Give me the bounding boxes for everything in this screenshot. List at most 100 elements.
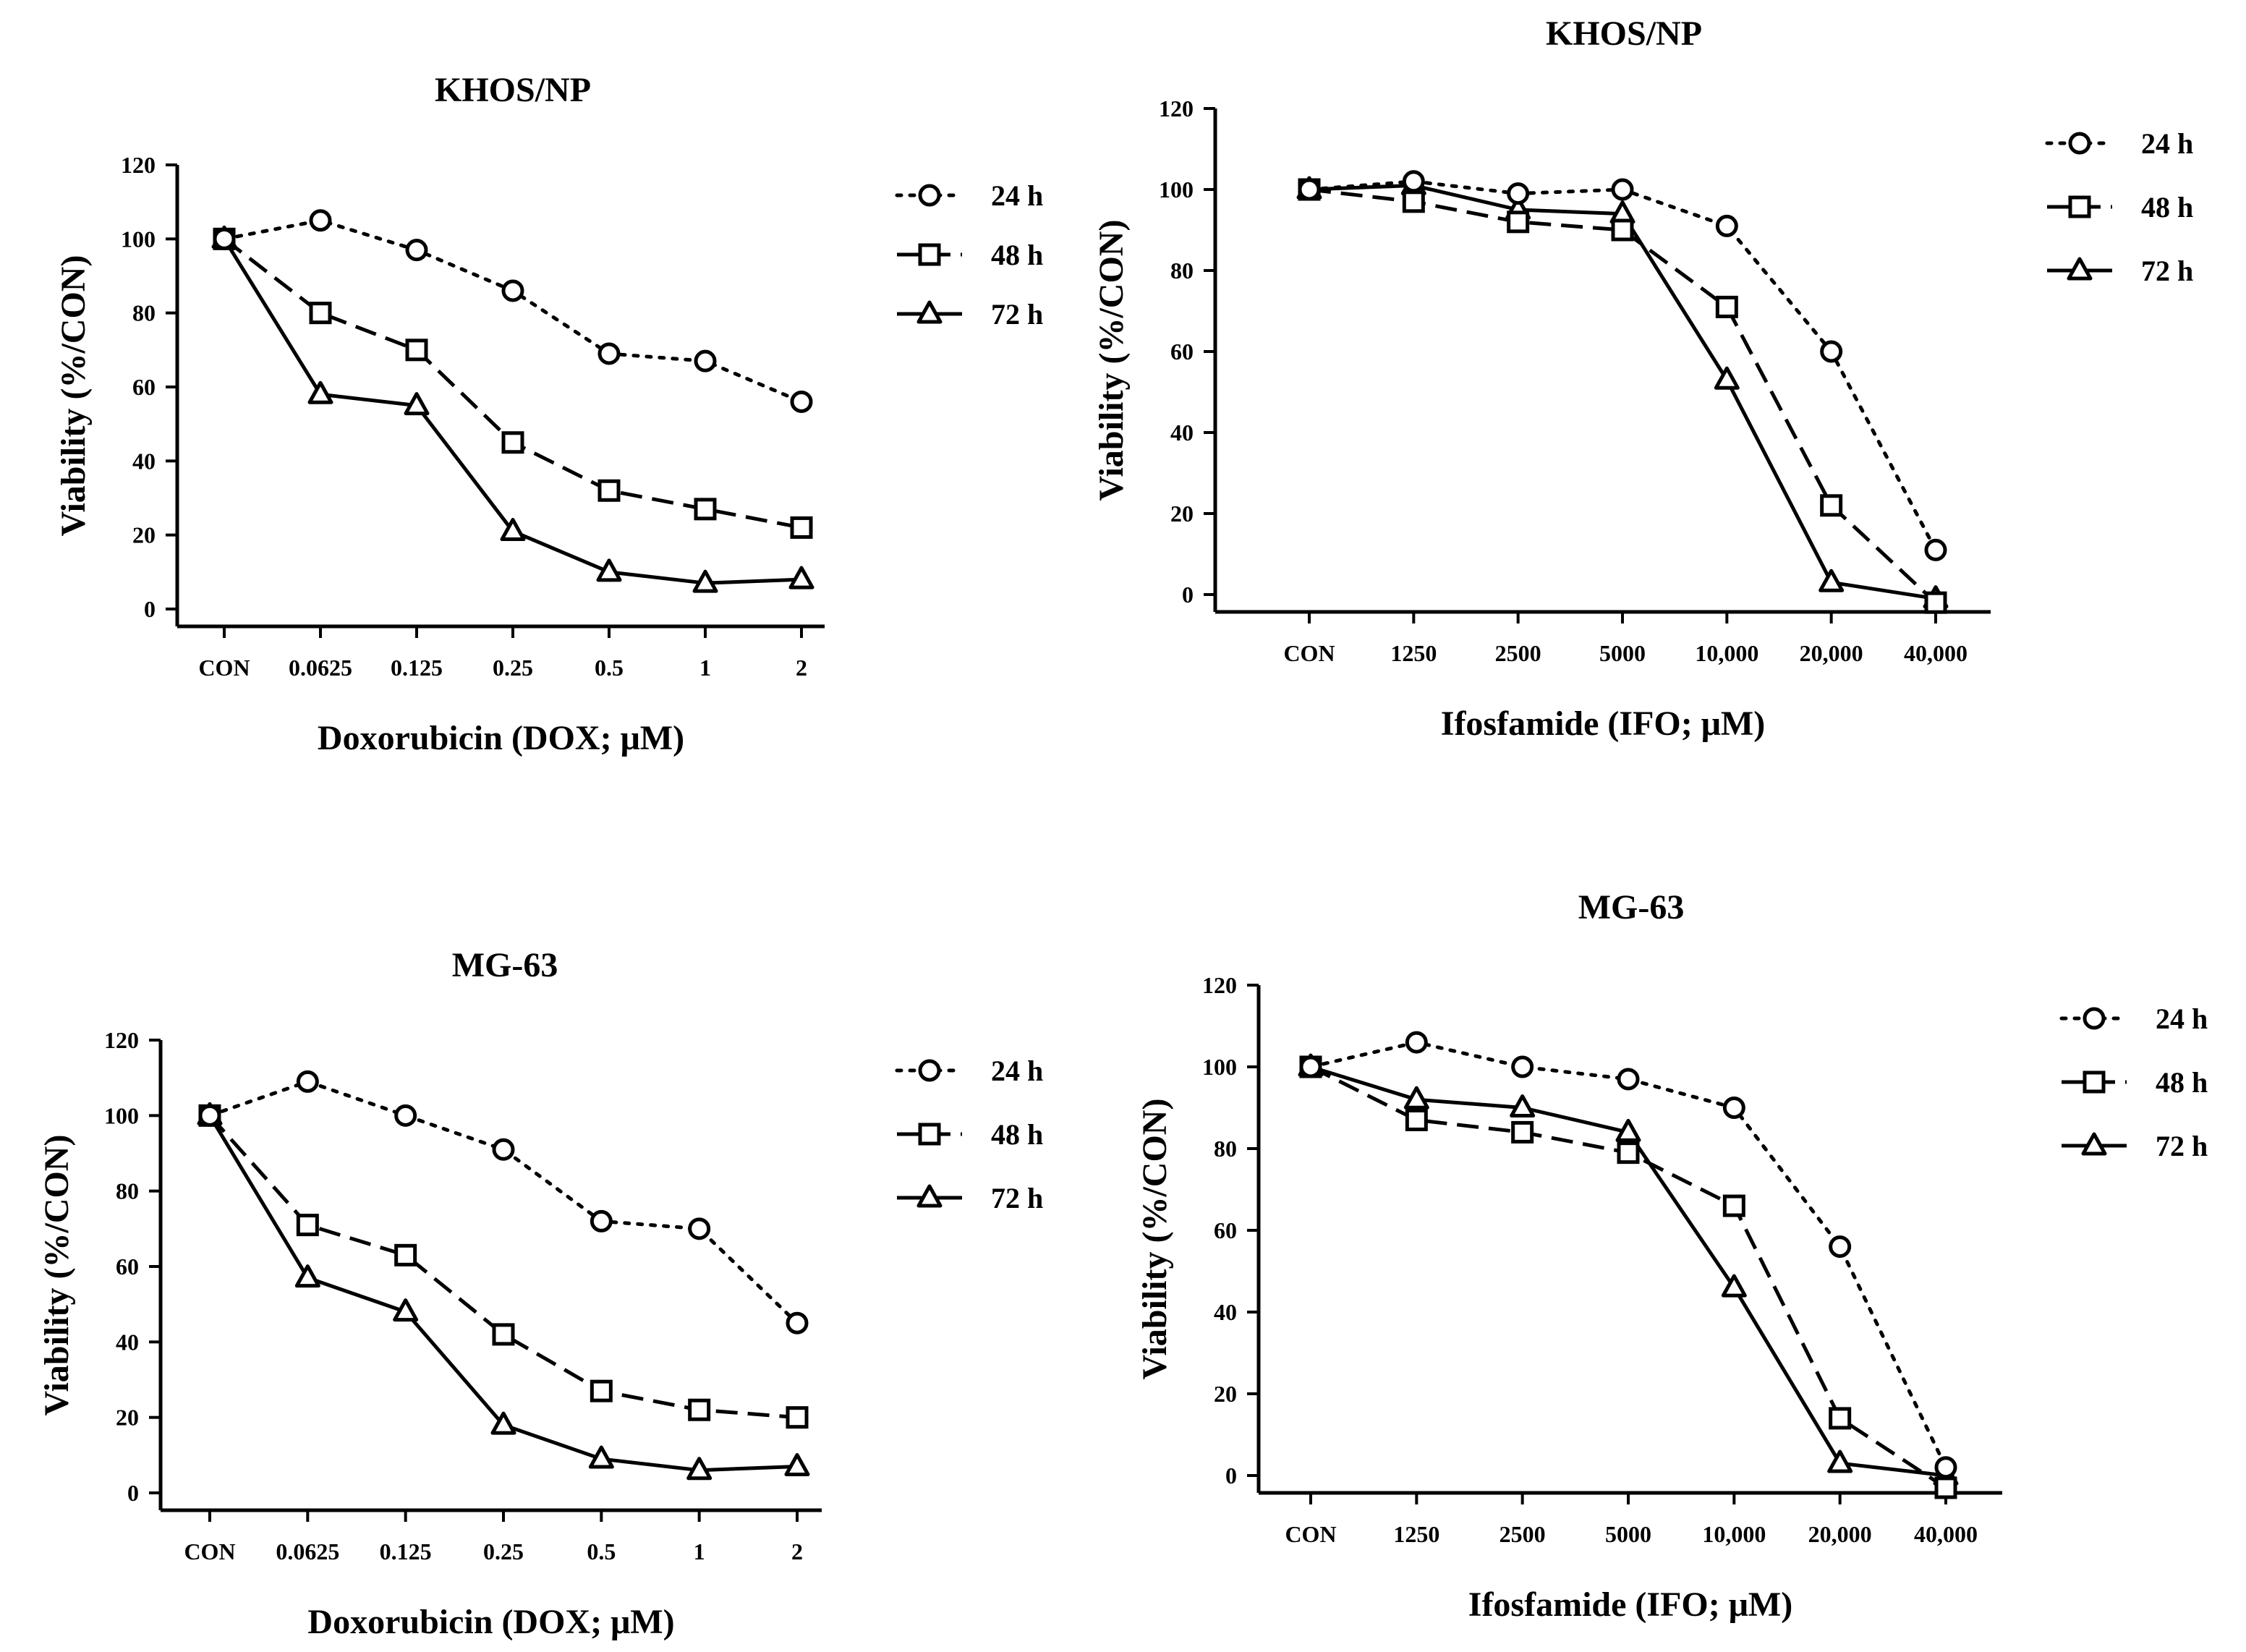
data-point	[1611, 218, 1634, 242]
data-point	[394, 1104, 417, 1127]
data-point	[1405, 1108, 1428, 1131]
data-point	[788, 566, 814, 589]
x-tick-label: 2	[791, 1538, 803, 1564]
x-axis-label: Ifosfamide (IFO; μM)	[1468, 1585, 1792, 1624]
x-tick-label: 40,000	[1914, 1521, 1978, 1547]
x-tick-label: 2500	[1500, 1521, 1546, 1547]
data-point	[405, 239, 428, 262]
y-tick-label: 0	[144, 596, 156, 622]
series-line	[1309, 187, 1937, 605]
y-tick-label: 20	[132, 522, 156, 548]
y-tick-label: 40	[1214, 1299, 1237, 1325]
y-axis-label: Viability (%/CON)	[54, 255, 93, 537]
y-tick-label: 80	[116, 1178, 139, 1204]
x-tick-label: 5000	[1605, 1521, 1651, 1547]
data-point	[1934, 1456, 1957, 1479]
y-tick-label: 120	[1202, 972, 1237, 998]
data-point	[296, 1214, 319, 1237]
data-point	[1820, 340, 1843, 363]
legend-marker	[2083, 1070, 2106, 1094]
data-point	[1511, 1055, 1534, 1078]
data-point	[1714, 366, 1740, 390]
data-point	[500, 518, 526, 542]
data-point	[688, 1398, 711, 1421]
data-point	[694, 498, 717, 521]
chart-panel-4: MG-63 0 20 40 60 80 100 120 CON 1250 2500 5000 10,00…	[1136, 888, 2208, 1624]
legend-marker	[918, 1059, 941, 1082]
data-point	[1617, 1068, 1640, 1091]
data-point	[501, 279, 524, 302]
x-tick-label: 0.5	[587, 1538, 616, 1564]
data-point	[1405, 1031, 1428, 1054]
y-axis-label: Viability (%/CON)	[1092, 220, 1131, 501]
data-point	[404, 392, 430, 416]
x-tick-label: 0.0625	[276, 1538, 339, 1564]
legend-label: 48 h	[2141, 191, 2193, 223]
data-point	[790, 516, 813, 539]
data-point	[1403, 1086, 1429, 1110]
data-point	[296, 1070, 319, 1093]
data-point	[1722, 1097, 1745, 1119]
chart-title: KHOS/NP	[1546, 14, 1702, 53]
y-tick-label: 120	[121, 152, 156, 178]
legend-label: 24 h	[991, 179, 1043, 212]
y-tick-label: 0	[1182, 582, 1194, 608]
legend: 24 h 48 h 72 h	[2045, 127, 2193, 287]
data-point	[1510, 1094, 1536, 1117]
y-tick-label: 60	[132, 374, 156, 400]
series-square	[1298, 178, 1947, 614]
y-tick-label: 20	[1170, 501, 1194, 527]
series-circle	[213, 209, 813, 413]
y-axis-label: Viability (%/CON)	[1136, 1099, 1174, 1380]
data-point	[1507, 210, 1530, 234]
chart-panel-1: KHOS/NP 0 20 40 60 80 100 120 CON 0.0625 0.125 0.25…	[54, 71, 1043, 757]
data-point	[1722, 1194, 1745, 1217]
legend: 24 h 48 h 72 h	[895, 179, 1043, 331]
data-point	[1715, 295, 1738, 318]
x-tick-label: CON	[198, 655, 250, 681]
legend-marker	[916, 1184, 943, 1208]
data-point	[1829, 1407, 1852, 1430]
x-axis-label: Ifosfamide (IFO; μM)	[1441, 704, 1765, 743]
legend-marker	[918, 184, 941, 207]
legend-marker	[2081, 1132, 2107, 1156]
data-point	[597, 342, 621, 365]
legend-label: 24 h	[991, 1055, 1043, 1087]
data-point	[596, 558, 622, 582]
data-point	[1511, 1120, 1534, 1144]
data-point	[490, 1411, 516, 1435]
y-tick-label: 0	[1225, 1462, 1237, 1489]
data-point	[307, 380, 333, 404]
legend-label: 72 h	[991, 298, 1043, 331]
legend: 24 h 48 h 72 h	[2059, 1002, 2208, 1162]
y-tick-label: 20	[1214, 1381, 1237, 1407]
chart-title: MG-63	[1578, 888, 1685, 927]
data-point	[1715, 214, 1738, 237]
y-tick-label: 100	[104, 1102, 139, 1128]
y-tick-label: 40	[132, 448, 156, 474]
series-square	[213, 227, 813, 539]
legend-marker	[2068, 132, 2091, 155]
legend-label: 72 h	[991, 1182, 1043, 1214]
data-point	[393, 1298, 419, 1322]
x-tick-label: 1	[699, 655, 711, 681]
y-tick-label: 120	[104, 1027, 139, 1053]
x-tick-label: CON	[184, 1538, 235, 1564]
legend-marker	[916, 300, 943, 324]
data-point	[492, 1323, 515, 1346]
data-point	[786, 1406, 809, 1429]
chart-panel-2: KHOS/NP 0 20 40 60 80 100 120 CON 1250 2500 5000 10,…	[1092, 14, 2193, 743]
data-point	[405, 339, 428, 362]
x-tick-label: 0.125	[391, 655, 443, 681]
x-tick-label: 2500	[1495, 640, 1541, 666]
data-point	[590, 1209, 613, 1232]
data-point	[309, 302, 332, 325]
x-tick-label: CON	[1283, 640, 1335, 666]
data-point	[198, 1104, 221, 1127]
y-tick-label: 100	[121, 226, 156, 252]
y-tick-label: 80	[1214, 1136, 1237, 1162]
y-tick-label: 60	[1170, 339, 1194, 365]
data-point	[1829, 1235, 1852, 1259]
series-triangle	[1298, 1053, 1959, 1486]
